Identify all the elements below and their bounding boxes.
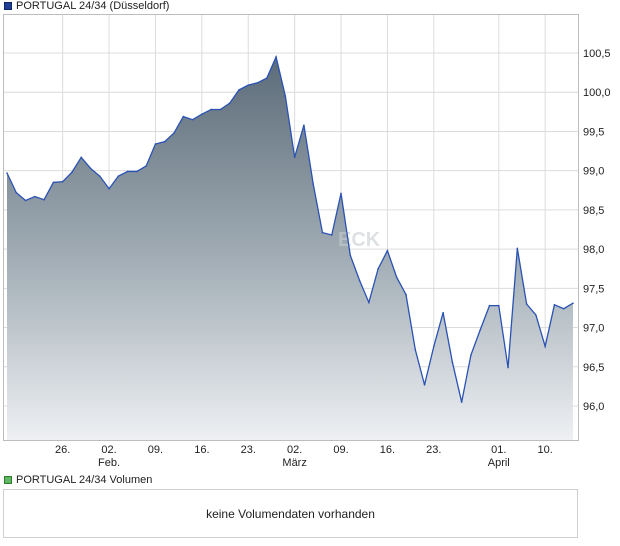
volume-legend: PORTUGAL 24/34 Volumen [4,474,152,486]
y-tick-label: 96,0 [583,401,604,413]
y-tick-label: 96,5 [583,362,604,374]
data-point [423,384,426,386]
y-tick-label: 97,0 [583,323,604,335]
y-tick-label: 100,5 [583,48,611,60]
y-tick-label: 99,0 [583,166,604,178]
data-point [266,77,268,79]
x-month-label: April [488,457,510,469]
data-point [191,118,194,121]
x-tick-label: 16. [194,444,209,456]
data-point [507,366,509,369]
data-point [433,345,435,348]
data-point [34,195,36,198]
x-tick-label: 10. [538,444,553,456]
x-tick-label: 26. [55,444,70,456]
data-point [451,361,454,363]
data-point [163,140,166,143]
data-point [247,84,250,86]
data-point [52,181,55,184]
data-point [182,115,185,118]
data-point [535,314,537,316]
data-point [284,95,287,97]
data-point [219,108,222,111]
data-point [108,187,110,190]
price-area-fill [7,56,573,441]
volume-legend-swatch [4,476,12,484]
data-point [98,175,101,177]
data-point [303,124,305,126]
data-point [349,254,352,257]
data-point [497,304,500,307]
data-point [340,192,342,195]
price-legend: PORTUGAL 24/34 (Düsseldorf) [4,0,169,12]
data-point [71,171,73,174]
data-point [572,302,574,305]
data-point [470,354,472,356]
data-point [405,293,407,296]
data-point [386,249,389,252]
data-point [377,267,379,270]
data-point [368,301,370,304]
data-point [442,311,444,314]
data-point [275,56,277,58]
data-point [43,198,45,201]
data-point [136,170,138,173]
data-point [562,307,565,310]
data-point [312,183,314,185]
data-point [6,172,8,174]
y-tick-label: 98,5 [583,205,604,217]
data-point [516,247,519,250]
data-point [544,345,546,348]
x-tick-label: 02. [101,444,116,456]
x-tick-label: 23. [241,444,256,456]
data-point [80,156,83,159]
data-point [15,191,18,194]
price-legend-swatch [4,2,12,10]
data-point [330,234,333,236]
data-point [201,113,203,115]
data-point [228,102,231,105]
data-point [61,180,64,183]
data-point [553,304,556,306]
data-point [117,175,120,177]
x-month-label: Feb. [98,457,120,469]
x-tick-label: 16. [380,444,395,456]
x-tick-label: 23. [426,444,441,456]
y-tick-label: 99,5 [583,126,604,138]
data-point [210,108,212,111]
price-line [6,54,574,403]
data-point [358,279,361,282]
data-point [395,276,398,279]
data-points [6,56,574,403]
x-month-label: März [282,457,306,469]
x-tick-label: 09. [148,444,163,456]
data-point [173,132,175,134]
y-tick-label: 98,0 [583,244,604,256]
data-point [479,329,482,331]
data-point [145,165,147,167]
price-legend-label: PORTUGAL 24/34 (Düsseldorf) [16,0,170,12]
x-tick-label: 01. [491,444,506,456]
x-tick-label: 09. [333,444,348,456]
data-point [460,401,463,403]
volume-empty-message: keine Volumendaten vorhanden [206,506,375,521]
data-point [126,170,129,173]
data-point [89,167,92,170]
volume-legend-label: PORTUGAL 24/34 Volumen [16,474,153,486]
price-chart: ECK 100,5 100,0 99,5 99,0 98,5 98,0 97,5 97,0 96… [3,14,611,469]
volume-panel: keine Volumendaten vorhanden [3,489,578,538]
data-point [256,82,259,84]
x-tick-label: 02. [287,444,302,456]
watermark: ECK [338,229,381,251]
data-point [414,348,417,351]
data-point [488,304,491,307]
y-tick-label: 100,0 [583,87,611,99]
data-point [525,303,528,305]
y-tick-label: 97,5 [583,283,604,295]
data-point [238,89,240,91]
data-point [293,156,296,159]
data-point [154,143,157,145]
data-point [24,199,27,202]
data-point [321,231,324,234]
